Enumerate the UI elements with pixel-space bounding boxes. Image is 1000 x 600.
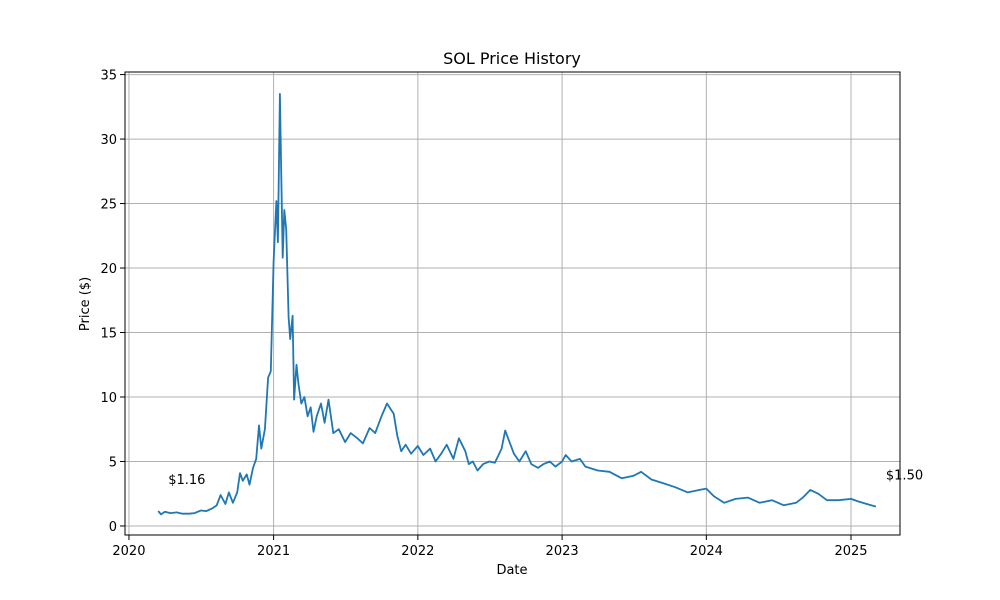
y-tick-label: 30: [100, 133, 117, 148]
x-tick-label: 2020: [112, 544, 145, 559]
plot-frame: [124, 71, 901, 536]
y-tick-label: 20: [100, 262, 117, 277]
y-axis-label: Price ($): [78, 277, 93, 331]
series-layer: [157, 93, 877, 516]
y-tick-label: 15: [100, 327, 117, 342]
y-tick-label: 5: [109, 455, 117, 470]
y-tick-label: 0: [109, 520, 117, 535]
chart-title: SOL Price History: [443, 49, 581, 68]
x-tick-label: 2025: [834, 544, 867, 559]
price-line: [157, 93, 877, 516]
x-axis-label: Date: [496, 563, 527, 578]
y-tick-label: 25: [100, 198, 117, 213]
y-tick-label: 35: [100, 69, 117, 84]
annotations: $1.16 $1.50: [168, 469, 923, 488]
x-tick-label: 2024: [690, 544, 723, 559]
x-tick-label: 2022: [401, 544, 434, 559]
y-tick-label: 10: [100, 391, 117, 406]
grid: [125, 72, 900, 535]
x-tick-label: 2023: [546, 544, 579, 559]
x-axis: 2020 2021 2022 2023 2024 2025: [112, 535, 868, 559]
x-tick-label: 2021: [257, 544, 290, 559]
y-axis: 0 5 10 15 20 25 30 35: [100, 69, 125, 535]
price-annotation: $1.16: [168, 473, 205, 488]
price-annotation: $1.50: [886, 469, 923, 484]
